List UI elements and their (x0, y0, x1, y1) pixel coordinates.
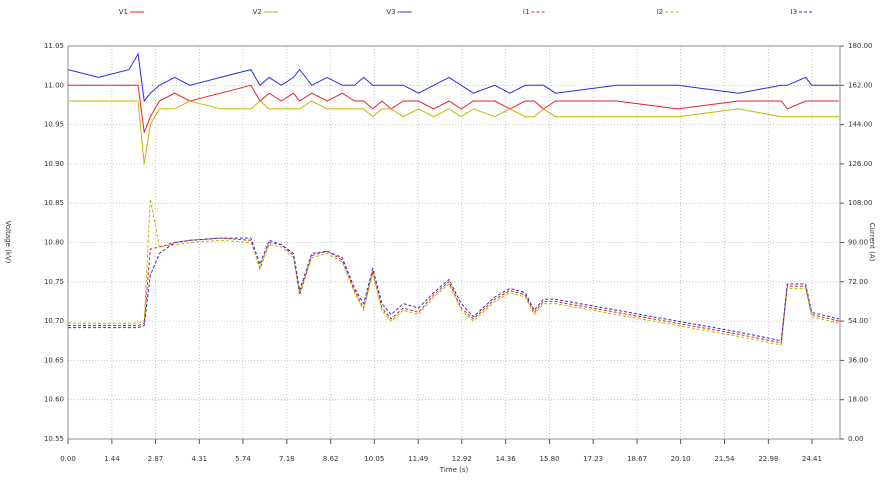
y-tick-label: 10.95 (44, 121, 64, 129)
y-tick-label: 10.65 (44, 356, 64, 364)
series-line (68, 84, 840, 133)
y-tick-label: 11.05 (44, 42, 64, 50)
y2-tick-label: 36.00 (848, 356, 868, 364)
x-tick-label: 0.00 (60, 455, 76, 463)
y-tick-label: 10.90 (44, 160, 64, 168)
legend-label: V3 (386, 8, 395, 16)
x-tick-label: 24.41 (802, 455, 822, 463)
y2-tick-label: 126.00 (848, 160, 873, 168)
y-tick-label: 10.80 (44, 239, 64, 247)
y2-tick-label: 54.00 (848, 317, 868, 325)
series-line (68, 237, 840, 342)
y-tick-label: 10.55 (44, 435, 64, 443)
series-line (68, 198, 840, 346)
x-tick-label: 8.62 (323, 455, 339, 463)
legend-label: I2 (657, 8, 664, 16)
y-tick-label: 10.70 (44, 317, 64, 325)
x-tick-label: 4.31 (192, 455, 208, 463)
y-tick-label: 10.75 (44, 278, 64, 286)
y2-tick-label: 72.00 (848, 278, 868, 286)
legend-label: I3 (791, 8, 798, 16)
series-line (68, 237, 840, 344)
y2-tick-label: 18.00 (848, 396, 868, 404)
x-tick-label: 18.67 (627, 455, 647, 463)
y2-tick-label: 162.00 (848, 81, 873, 89)
y-axis-label: Voltage (kV) (4, 221, 12, 264)
legend-label: V2 (253, 8, 262, 16)
x-tick-label: 21.54 (714, 455, 735, 463)
y2-tick-label: 90.00 (848, 239, 868, 247)
x-tick-label: 14.36 (496, 455, 517, 463)
legend-label: I1 (523, 8, 530, 16)
x-tick-label: 1.44 (104, 455, 120, 463)
series-line (68, 100, 840, 164)
y2-axis-label: Current (A) (868, 223, 876, 262)
y2-tick-label: 108.00 (848, 199, 873, 207)
y2-tick-label: 144.00 (848, 121, 873, 129)
x-tick-label: 7.18 (279, 455, 295, 463)
x-tick-label: 2.87 (148, 455, 164, 463)
x-tick-label: 5.74 (235, 455, 251, 463)
legend-label: V1 (119, 8, 128, 16)
x-tick-label: 12.92 (452, 455, 472, 463)
y-tick-label: 10.85 (44, 199, 64, 207)
series-line (67, 52, 840, 103)
x-tick-label: 11.49 (408, 455, 428, 463)
x-tick-label: 20.10 (671, 455, 691, 463)
plot-frame (67, 45, 841, 440)
x-tick-label: 17.23 (583, 455, 603, 463)
x-tick-label: 22.98 (758, 455, 778, 463)
x-axis-label: Time (s) (439, 466, 469, 474)
x-tick-label: 10.05 (364, 455, 384, 463)
y-tick-label: 11.00 (44, 81, 64, 89)
y2-tick-label: 0.00 (848, 435, 864, 443)
x-tick-label: 15.80 (540, 455, 560, 463)
y-tick-label: 10.60 (44, 396, 64, 404)
y2-tick-label: 180.00 (848, 42, 873, 50)
